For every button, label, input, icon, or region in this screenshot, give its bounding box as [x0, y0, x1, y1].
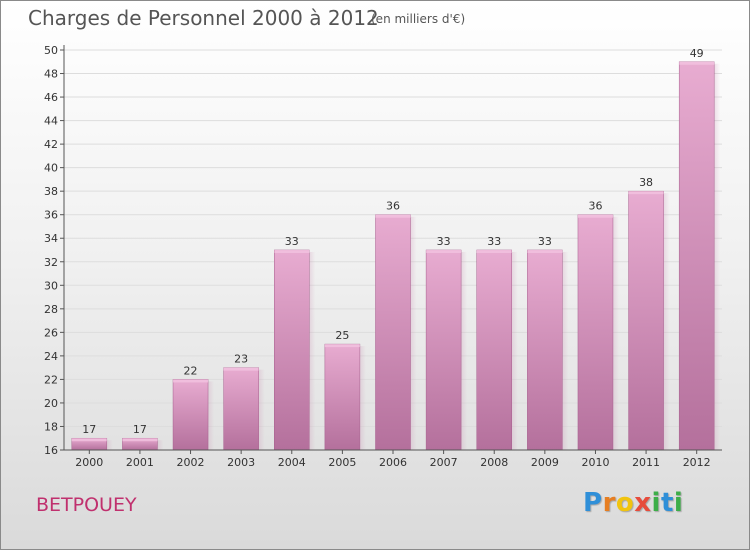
- data-label: 23: [234, 353, 248, 366]
- y-tick-label: 28: [44, 303, 58, 316]
- data-label: 33: [487, 235, 501, 248]
- y-tick-label: 38: [44, 185, 58, 198]
- y-tick-label: 46: [44, 91, 58, 104]
- logo-letter: x: [634, 488, 652, 518]
- y-tick-label: 30: [44, 279, 58, 292]
- data-label: 17: [133, 423, 147, 436]
- bar-2005: [324, 343, 361, 451]
- logo-letter: i: [673, 488, 684, 518]
- y-tick-label: 44: [44, 115, 58, 128]
- bar-top-highlight: [173, 379, 209, 383]
- y-tick-label: 36: [44, 209, 58, 222]
- bar-shadow: [106, 440, 113, 450]
- y-tick-label: 26: [44, 326, 58, 339]
- chart-title: Charges de Personnel 2000 à 2012: [28, 6, 379, 30]
- commune-name: BETPOUEY: [36, 494, 137, 516]
- y-tick-label: 18: [44, 420, 58, 433]
- bar-2012: [678, 61, 715, 451]
- bar-shadow: [258, 369, 265, 450]
- y-tick-label: 16: [44, 444, 58, 457]
- bar-shadow: [157, 440, 164, 450]
- bar-2010: [577, 214, 614, 451]
- logo-letter: P: [583, 488, 603, 518]
- bar-2007: [425, 249, 462, 451]
- x-tick-label: 2004: [278, 456, 306, 469]
- bar-shadow: [359, 346, 366, 450]
- bar-2008: [476, 249, 512, 451]
- bar-2002: [172, 379, 209, 451]
- data-label: 33: [538, 235, 552, 248]
- y-tick-label: 42: [44, 138, 58, 151]
- logo-letter: t: [660, 488, 674, 518]
- y-tick-label: 40: [44, 162, 58, 175]
- bar-top-highlight: [679, 61, 715, 65]
- bar-shadow: [461, 252, 468, 450]
- y-tick-label: 24: [44, 350, 58, 363]
- x-tick-label: 2011: [632, 456, 660, 469]
- bar-top-highlight: [71, 438, 107, 442]
- y-tick-label: 34: [44, 232, 58, 245]
- bar-top-highlight: [375, 214, 411, 218]
- y-tick-label: 20: [44, 397, 58, 410]
- bar-top-highlight: [223, 367, 259, 371]
- data-label: 36: [588, 200, 602, 213]
- bar-top-highlight: [527, 250, 563, 253]
- data-label: 49: [690, 47, 704, 60]
- x-tick-label: 2001: [126, 456, 154, 469]
- x-tick-label: 2010: [581, 456, 609, 469]
- y-tick-label: 48: [44, 68, 58, 81]
- x-tick-label: 2000: [75, 456, 103, 469]
- logo-letter: o: [615, 488, 635, 518]
- labels: 16 18 20 22 24 26 28 30 32 34 36 38 40 42 44 46 48 50 17 20…: [44, 44, 711, 469]
- y-tick-label: 22: [44, 373, 58, 386]
- logo-letter: i: [651, 488, 661, 518]
- bar-top-highlight: [324, 344, 360, 348]
- bar-top-highlight: [628, 191, 664, 195]
- bar-2011: [628, 190, 664, 451]
- data-label: 17: [82, 423, 96, 436]
- x-tick-label: 2002: [177, 456, 205, 469]
- data-label: 33: [437, 235, 451, 248]
- bars: [71, 61, 721, 451]
- x-tick-label: 2009: [531, 456, 559, 469]
- data-label: 33: [285, 235, 299, 248]
- bar-2009: [527, 249, 563, 451]
- data-label: 38: [639, 176, 653, 189]
- bar-top-highlight: [426, 250, 462, 253]
- bar-shadow: [562, 252, 569, 450]
- chart-subtitle: (en milliers d'€): [371, 12, 466, 26]
- bar-2004: [274, 249, 310, 451]
- y-tick-label: 32: [44, 256, 58, 269]
- bar-shadow: [511, 252, 518, 450]
- bar-shadow: [410, 216, 417, 450]
- data-label: 25: [335, 329, 349, 342]
- data-label: 22: [184, 364, 198, 377]
- x-tick-label: 2005: [328, 456, 356, 469]
- bar-top-highlight: [577, 214, 613, 218]
- bar-2006: [375, 214, 411, 451]
- y-tick-label: 50: [44, 44, 58, 57]
- bar-2003: [223, 367, 259, 451]
- x-tick-label: 2007: [430, 456, 458, 469]
- x-tick-label: 2012: [683, 456, 711, 469]
- bar-top-highlight: [476, 250, 512, 253]
- bar-shadow: [208, 381, 215, 450]
- bar-shadow: [309, 252, 316, 450]
- bar-top-highlight: [122, 438, 158, 442]
- x-tick-label: 2003: [227, 456, 255, 469]
- bar-shadow: [714, 63, 721, 450]
- bar-top-highlight: [274, 250, 310, 253]
- axes: [60, 45, 722, 454]
- data-label: 36: [386, 200, 400, 213]
- logo-letter: r: [602, 488, 616, 518]
- x-tick-label: 2008: [480, 456, 508, 469]
- bar-shadow: [612, 216, 619, 450]
- proxiti-logo: Proxiti: [583, 488, 683, 518]
- bar-shadow: [663, 193, 670, 451]
- x-tick-label: 2006: [379, 456, 407, 469]
